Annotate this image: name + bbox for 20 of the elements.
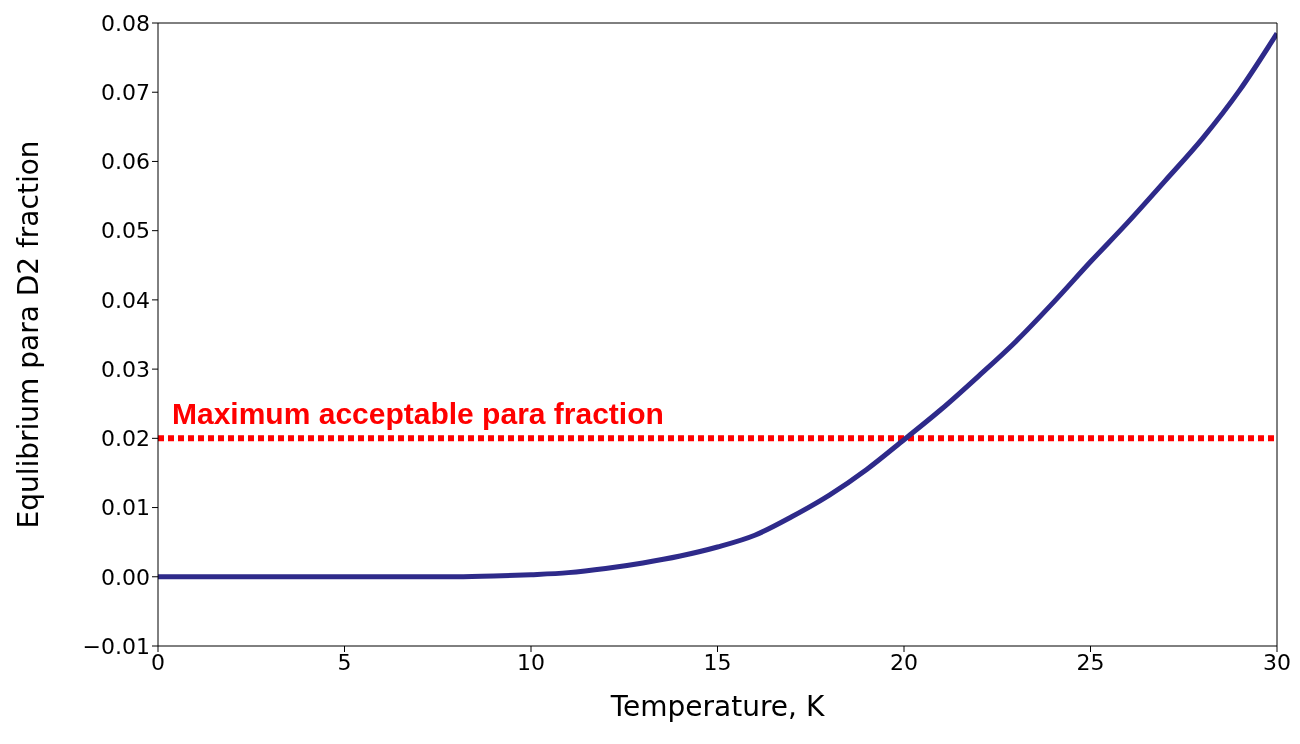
y-tick-label: 0.05 — [101, 218, 150, 244]
x-axis-title: Temperature, K — [609, 690, 825, 723]
x-tick-label: 5 — [337, 649, 352, 675]
y-tick-label: 0.03 — [101, 356, 150, 382]
x-tick-label: 15 — [703, 649, 732, 675]
y-tick-label: 0.01 — [101, 495, 150, 521]
y-tick-label: 0.07 — [101, 80, 150, 106]
y-tick-label: 0.00 — [101, 564, 150, 590]
x-tick-label: 30 — [1263, 649, 1291, 675]
x-tick-label: 10 — [517, 649, 545, 675]
x-tick-label: 25 — [1076, 649, 1105, 675]
y-tick-label: 0.08 — [101, 10, 150, 36]
y-tick-label: 0.02 — [101, 426, 150, 452]
x-tick-label: 0 — [151, 649, 165, 675]
y-axis-title: Equlibrium para D2 fraction — [11, 140, 45, 529]
y-tick-label: 0.06 — [101, 149, 150, 175]
ref-line-label: Maximum acceptable para fraction — [172, 397, 664, 431]
y-tick-label: −0.01 — [82, 633, 150, 659]
y-tick-label: 0.04 — [101, 287, 150, 313]
x-tick-label: 20 — [890, 649, 918, 675]
